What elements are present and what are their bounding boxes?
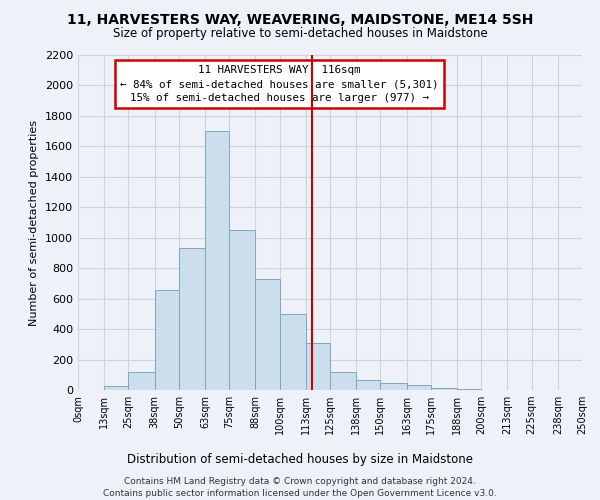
Bar — [306, 343, 330, 390]
Bar — [431, 388, 457, 390]
Bar — [407, 384, 431, 390]
Text: Contains public sector information licensed under the Open Government Licence v3: Contains public sector information licen… — [103, 489, 497, 498]
Bar — [330, 372, 356, 390]
Bar — [356, 380, 380, 390]
Bar — [256, 279, 280, 390]
Bar — [457, 389, 481, 390]
Bar — [155, 290, 179, 390]
Bar — [128, 372, 155, 390]
Y-axis label: Number of semi-detached properties: Number of semi-detached properties — [29, 120, 40, 326]
Text: Contains HM Land Registry data © Crown copyright and database right 2024.: Contains HM Land Registry data © Crown c… — [124, 478, 476, 486]
Text: Distribution of semi-detached houses by size in Maidstone: Distribution of semi-detached houses by … — [127, 452, 473, 466]
Text: Size of property relative to semi-detached houses in Maidstone: Size of property relative to semi-detach… — [113, 28, 487, 40]
Bar — [104, 386, 128, 390]
Bar — [280, 314, 306, 390]
Bar — [179, 248, 205, 390]
Bar — [205, 131, 229, 390]
Bar — [380, 383, 407, 390]
Text: 11, HARVESTERS WAY, WEAVERING, MAIDSTONE, ME14 5SH: 11, HARVESTERS WAY, WEAVERING, MAIDSTONE… — [67, 12, 533, 26]
Bar — [229, 230, 256, 390]
Text: 11 HARVESTERS WAY: 116sqm
← 84% of semi-detached houses are smaller (5,301)
15% : 11 HARVESTERS WAY: 116sqm ← 84% of semi-… — [121, 65, 439, 103]
